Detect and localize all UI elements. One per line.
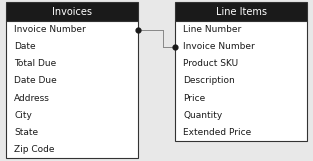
Text: Zip Code: Zip Code	[14, 145, 54, 154]
Text: Line Items: Line Items	[216, 7, 266, 17]
Bar	[6, 21, 138, 158]
Text: Invoices: Invoices	[52, 7, 92, 17]
Text: Total Due: Total Due	[14, 59, 56, 68]
Bar	[175, 21, 307, 141]
Point	[173, 45, 178, 48]
Text: Date Due: Date Due	[14, 76, 57, 85]
Text: Quantity: Quantity	[183, 111, 222, 120]
Text: Description: Description	[183, 76, 235, 85]
Bar	[175, 2, 307, 21]
Text: Product SKU: Product SKU	[183, 59, 238, 68]
Text: Address: Address	[14, 94, 50, 103]
Text: Invoice Number: Invoice Number	[183, 42, 255, 51]
Text: Line Number: Line Number	[183, 25, 241, 34]
Point	[135, 28, 140, 31]
Text: Invoice Number: Invoice Number	[14, 25, 86, 34]
Text: Date: Date	[14, 42, 36, 51]
Bar	[6, 2, 138, 21]
Text: City: City	[14, 111, 32, 120]
Text: Price: Price	[183, 94, 205, 103]
Text: Extended Price: Extended Price	[183, 128, 251, 137]
Text: State: State	[14, 128, 38, 137]
